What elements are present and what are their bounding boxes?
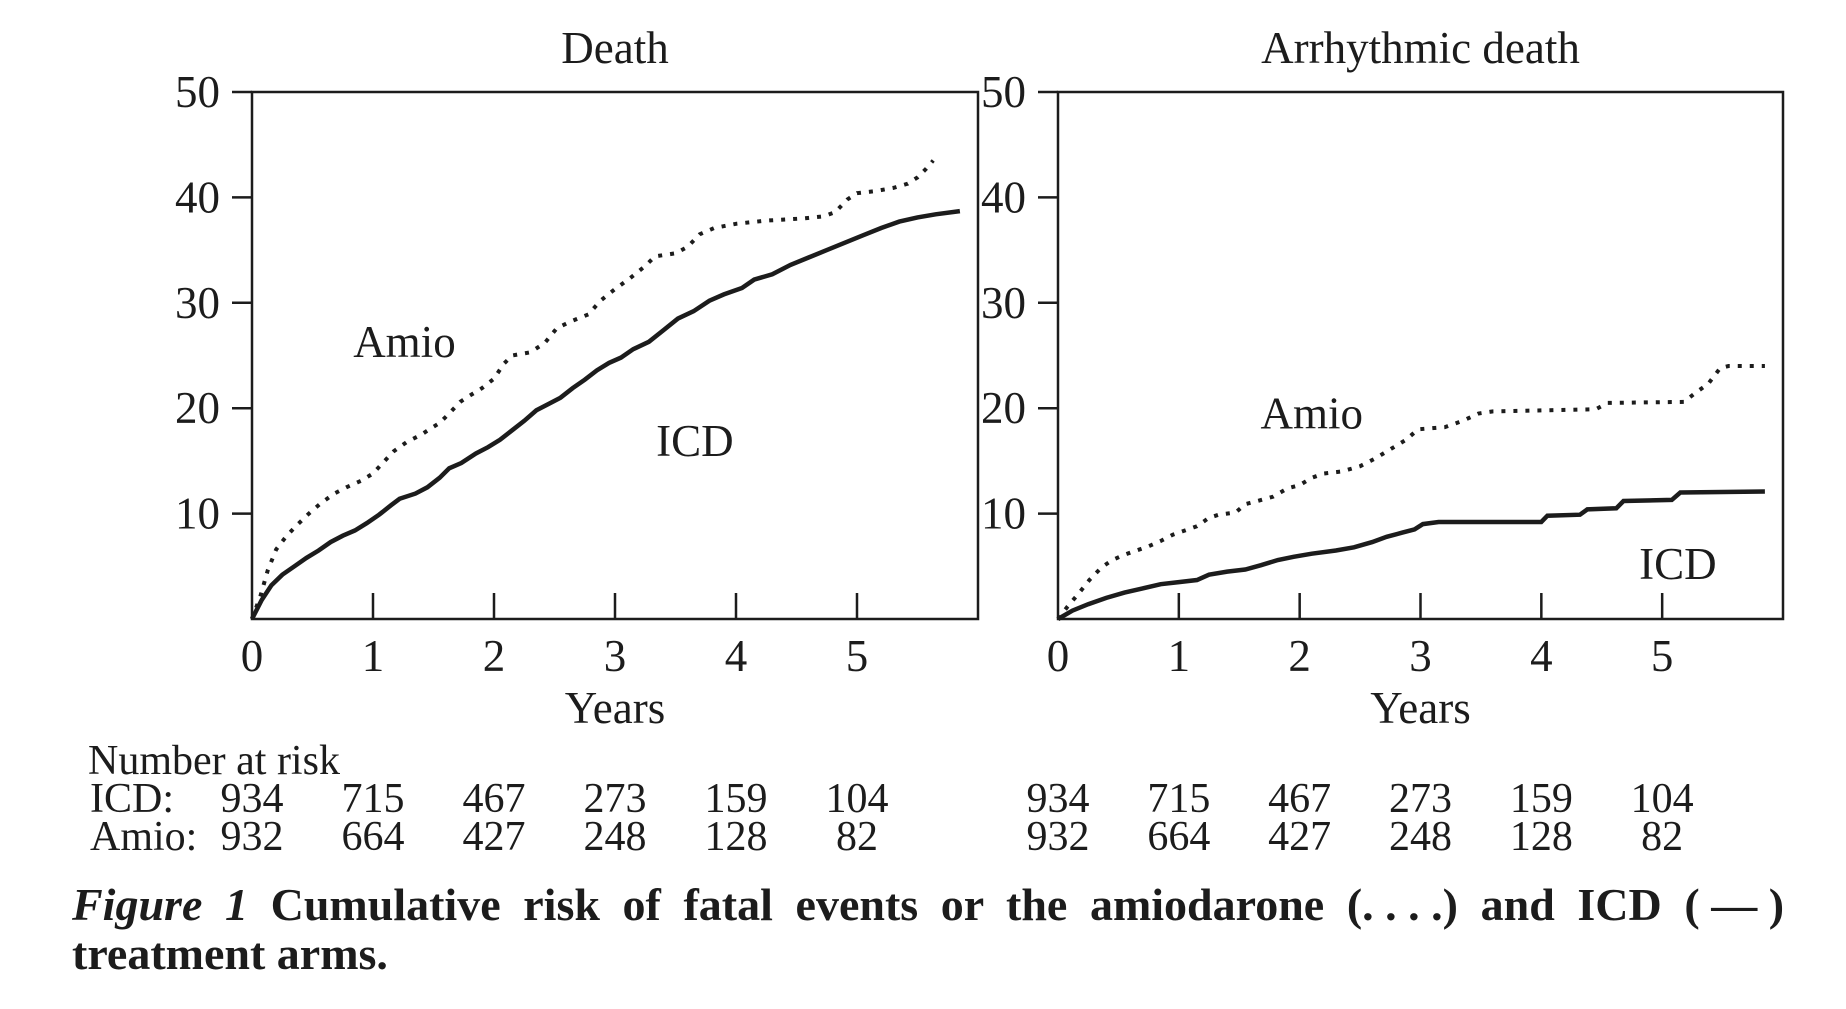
series-label-amio: Amio <box>353 317 456 367</box>
number-at-risk-header: Number at risk <box>88 738 340 784</box>
at-risk-row-label-icd: ICD: <box>90 776 174 822</box>
at-risk-value: 82 <box>836 814 878 860</box>
at-risk-value: 248 <box>583 814 647 860</box>
figure-caption-line1: Figure 1 Cumulative risk of fatal events… <box>72 880 1784 930</box>
at-risk-value: 715 <box>341 776 405 822</box>
x-axis-tick-label: 3 <box>604 631 627 681</box>
y-axis-tick-label: 30 <box>175 278 220 328</box>
at-risk-value: 934 <box>1026 776 1090 822</box>
at-risk-value: 467 <box>1268 776 1332 822</box>
x-axis-tick-label: 1 <box>1168 631 1191 681</box>
at-risk-value: 934 <box>220 776 284 822</box>
at-risk-row-label-amio: Amio: <box>90 814 198 860</box>
y-axis-tick-label: 20 <box>175 383 220 433</box>
at-risk-value: 248 <box>1389 814 1452 860</box>
y-axis-tick-label: 30 <box>981 278 1026 328</box>
x-axis-tick-label: 4 <box>725 631 748 681</box>
x-axis-tick-label: 5 <box>1651 631 1674 681</box>
at-risk-value: 104 <box>825 776 889 822</box>
y-axis-tick-label: 40 <box>175 172 220 222</box>
figure-caption-label: Figure 1 <box>72 879 248 930</box>
x-axis-tick-label: 5 <box>846 631 869 681</box>
at-risk-value: 715 <box>1147 776 1211 822</box>
at-risk-value: 104 <box>1630 776 1694 822</box>
at-risk-value: 159 <box>1509 776 1573 822</box>
x-axis-tick-label: 2 <box>483 631 506 681</box>
x-axis-tick-label: 0 <box>1047 631 1070 681</box>
at-risk-value: 128 <box>704 814 768 860</box>
at-risk-value: 159 <box>704 776 768 822</box>
y-axis-tick-label: 20 <box>981 383 1026 433</box>
x-axis-tick-label: 1 <box>362 631 385 681</box>
x-axis-tick-label: 4 <box>1530 631 1553 681</box>
x-axis-label-years: Years <box>1370 683 1470 733</box>
figure-caption-part2: and ICD <box>1480 879 1662 930</box>
at-risk-value: 664 <box>1147 814 1211 860</box>
figure-caption-part1: Cumulative risk of fatal events or the a… <box>270 879 1325 930</box>
at-risk-value: 467 <box>462 776 526 822</box>
chart-title-death: Death <box>561 23 669 73</box>
series-line-icd <box>1056 489 1765 621</box>
at-risk-value: 427 <box>1268 814 1332 860</box>
y-axis-tick-label: 40 <box>981 172 1026 222</box>
at-risk-value: 932 <box>220 814 284 860</box>
at-risk-value: 664 <box>341 814 405 860</box>
series-label-icd: ICD <box>1639 539 1717 589</box>
at-risk-value: 82 <box>1641 814 1684 860</box>
chart-title-arrhythmic-death: Arrhythmic death <box>1261 23 1580 73</box>
at-risk-row-icd: ICD: 934 715 467 273 159 104 934 715 467 273 159 10… <box>0 776 1846 822</box>
y-axis-tick-label: 50 <box>175 67 220 117</box>
solid-line-legend-glyph: ( — ) <box>1684 879 1785 930</box>
x-axis-tick-label: 3 <box>1409 631 1432 681</box>
at-risk-value: 427 <box>462 814 526 860</box>
series-label-icd: ICD <box>656 416 734 466</box>
y-axis-tick-label: 10 <box>175 489 220 539</box>
at-risk-row-amio: Amio: 932 664 427 248 128 82 932 664 427 248 128 82 <box>0 814 1846 860</box>
plots-canvas: 10 20 30 40 50 0 1 2 3 4 5 Years Amio ICD 10 20 30 40 50 0 1… <box>175 67 1785 733</box>
y-axis-tick-label: 10 <box>981 489 1026 539</box>
at-risk-value: 932 <box>1026 814 1090 860</box>
x-axis-tick-label: 2 <box>1288 631 1311 681</box>
at-risk-value: 273 <box>1389 776 1452 822</box>
dotted-line-legend-glyph: (. . . .) <box>1346 879 1458 930</box>
series-line-amio <box>1056 364 1765 621</box>
x-axis-label-years: Years <box>565 683 665 733</box>
y-axis-tick-label: 50 <box>981 67 1026 117</box>
series-line-amio <box>250 159 935 620</box>
at-risk-value: 128 <box>1509 814 1573 860</box>
series-label-amio: Amio <box>1260 388 1363 438</box>
x-axis-tick-label: 0 <box>241 631 264 681</box>
at-risk-value: 273 <box>583 776 647 822</box>
figure-caption-line2: treatment arms. <box>72 928 388 979</box>
series-line-icd <box>249 208 961 621</box>
